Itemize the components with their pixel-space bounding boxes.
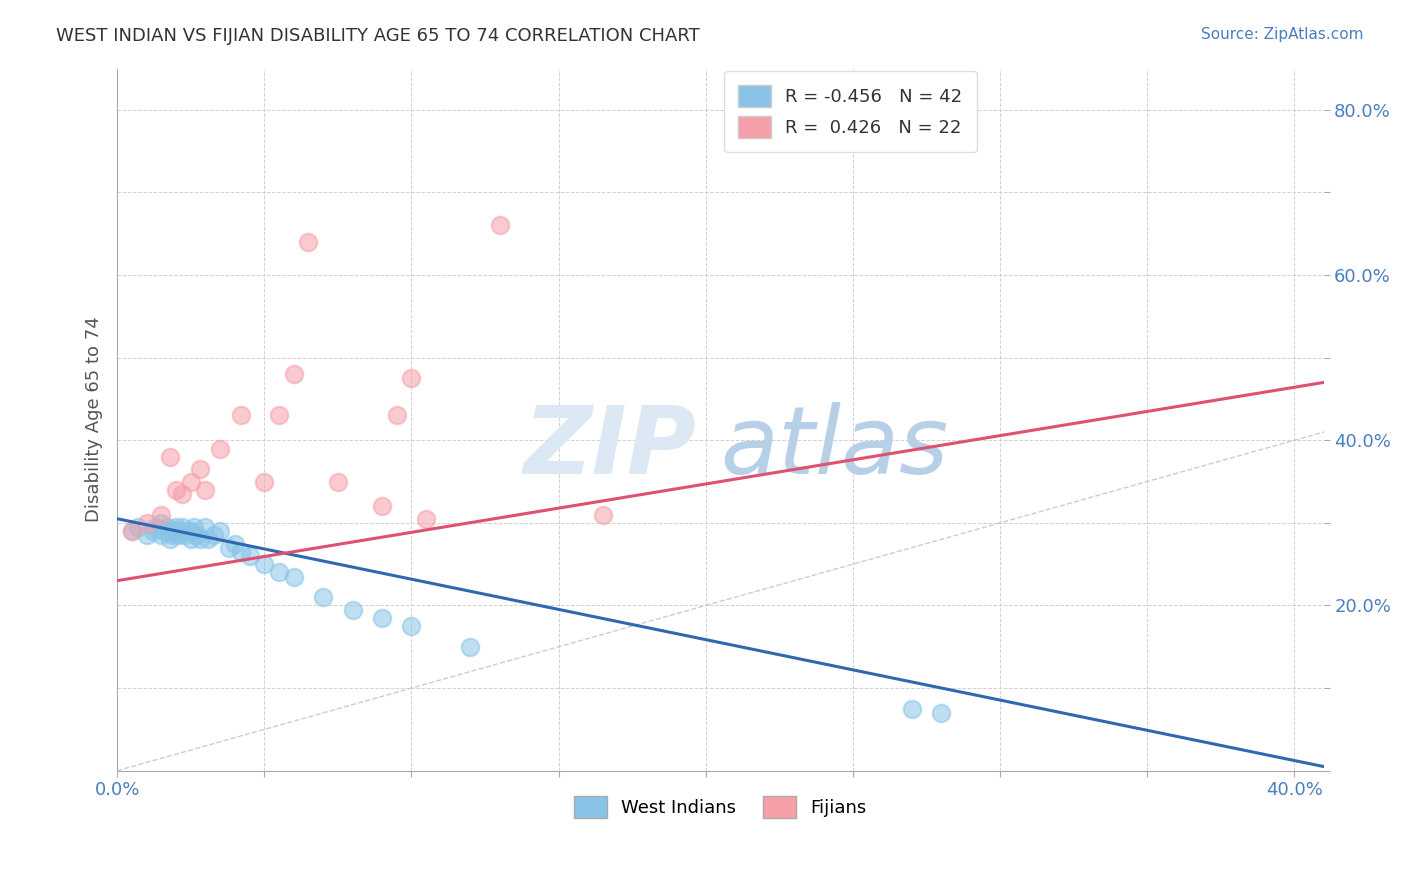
Y-axis label: Disability Age 65 to 74: Disability Age 65 to 74 bbox=[86, 317, 103, 523]
Point bbox=[165, 483, 187, 497]
Point bbox=[173, 528, 195, 542]
Point bbox=[121, 524, 143, 538]
Point bbox=[170, 487, 193, 501]
Point bbox=[150, 528, 173, 542]
Point bbox=[326, 475, 349, 489]
Point bbox=[900, 702, 922, 716]
Point bbox=[253, 475, 276, 489]
Point bbox=[177, 524, 200, 538]
Point bbox=[460, 640, 482, 654]
Point bbox=[239, 549, 262, 563]
Point bbox=[156, 520, 179, 534]
Point bbox=[180, 533, 202, 547]
Point bbox=[186, 528, 208, 542]
Point bbox=[127, 520, 149, 534]
Point bbox=[165, 520, 187, 534]
Point bbox=[267, 409, 290, 423]
Point bbox=[141, 524, 163, 538]
Point bbox=[371, 500, 394, 514]
Point bbox=[401, 619, 423, 633]
Point bbox=[135, 528, 157, 542]
Point bbox=[188, 462, 211, 476]
Point bbox=[150, 516, 173, 530]
Point bbox=[312, 591, 335, 605]
Legend: West Indians, Fijians: West Indians, Fijians bbox=[567, 789, 873, 825]
Point bbox=[135, 516, 157, 530]
Point bbox=[253, 557, 276, 571]
Point bbox=[194, 483, 217, 497]
Point bbox=[297, 235, 319, 249]
Point bbox=[929, 706, 952, 720]
Point bbox=[183, 520, 205, 534]
Text: ZIP: ZIP bbox=[523, 401, 696, 493]
Point bbox=[371, 611, 394, 625]
Point bbox=[180, 524, 202, 538]
Text: Source: ZipAtlas.com: Source: ZipAtlas.com bbox=[1201, 27, 1364, 42]
Point bbox=[283, 569, 305, 583]
Point bbox=[283, 367, 305, 381]
Point bbox=[415, 512, 437, 526]
Point bbox=[209, 442, 232, 456]
Point bbox=[267, 566, 290, 580]
Point bbox=[229, 545, 252, 559]
Point bbox=[159, 533, 181, 547]
Point bbox=[385, 409, 408, 423]
Point bbox=[162, 528, 184, 542]
Point bbox=[170, 520, 193, 534]
Point bbox=[159, 524, 181, 538]
Point bbox=[401, 371, 423, 385]
Point bbox=[167, 528, 190, 542]
Point bbox=[592, 508, 614, 522]
Point bbox=[218, 541, 240, 555]
Point bbox=[194, 520, 217, 534]
Point bbox=[165, 524, 187, 538]
Point bbox=[229, 409, 252, 423]
Text: WEST INDIAN VS FIJIAN DISABILITY AGE 65 TO 74 CORRELATION CHART: WEST INDIAN VS FIJIAN DISABILITY AGE 65 … bbox=[56, 27, 700, 45]
Point bbox=[121, 524, 143, 538]
Text: atlas: atlas bbox=[720, 402, 949, 493]
Point bbox=[153, 524, 176, 538]
Point bbox=[150, 508, 173, 522]
Point bbox=[170, 524, 193, 538]
Point bbox=[180, 475, 202, 489]
Point bbox=[488, 219, 510, 233]
Point bbox=[188, 533, 211, 547]
Point bbox=[197, 533, 219, 547]
Point bbox=[342, 602, 364, 616]
Point bbox=[202, 528, 225, 542]
Point bbox=[145, 520, 167, 534]
Point bbox=[224, 536, 246, 550]
Point bbox=[159, 450, 181, 464]
Point bbox=[209, 524, 232, 538]
